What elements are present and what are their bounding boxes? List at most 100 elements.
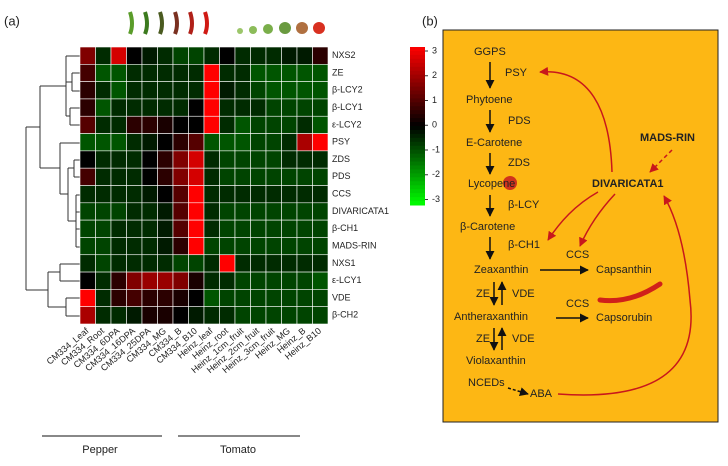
heatmap-cell xyxy=(110,81,127,100)
heatmap-cell xyxy=(95,237,112,256)
heatmap-cell xyxy=(312,271,329,290)
colorbar-step xyxy=(410,153,425,159)
heatmap-cell xyxy=(79,289,96,307)
row-label: ZDS xyxy=(332,154,350,164)
heatmap-cell xyxy=(250,185,267,204)
heatmap-cell xyxy=(265,185,282,204)
heatmap-cell xyxy=(203,46,220,65)
row-label: PSY xyxy=(332,137,350,147)
heatmap-cell xyxy=(110,219,127,238)
heatmap-cell xyxy=(188,271,205,290)
heatmap-cell xyxy=(172,46,189,65)
heatmap-cell xyxy=(188,150,205,169)
heatmap-cell xyxy=(219,219,236,238)
heatmap-cell xyxy=(219,306,236,325)
heatmap-cell xyxy=(172,289,189,307)
row-label: ε-LCY2 xyxy=(332,119,362,129)
pathway-node: Capsorubin xyxy=(596,312,652,324)
pathway-node: CCS xyxy=(566,298,589,310)
heatmap-cell xyxy=(234,64,251,82)
heatmap-cell xyxy=(296,306,313,325)
heatmap-cell xyxy=(172,219,189,238)
heatmap-cell xyxy=(219,185,236,204)
heatmap-cell xyxy=(296,81,313,100)
heatmap-cell xyxy=(79,271,96,290)
heatmap-cell xyxy=(219,98,236,117)
heatmap-cell xyxy=(203,289,220,307)
colorbar-step xyxy=(410,118,425,123)
heatmap-cell xyxy=(265,237,282,256)
row-label: β-CH1 xyxy=(332,223,358,233)
heatmap-cell xyxy=(110,237,127,256)
heatmap-cell xyxy=(296,98,313,117)
heatmap-cell xyxy=(312,133,329,152)
heatmap-cell xyxy=(296,254,313,273)
heatmap-cell xyxy=(95,98,112,117)
heatmap-cell xyxy=(219,271,236,290)
heatmap-cell xyxy=(126,219,143,238)
heatmap-cell xyxy=(281,254,298,273)
heatmap-cell xyxy=(188,202,205,221)
colorbar-step xyxy=(410,90,425,95)
heatmap-cell xyxy=(157,271,174,290)
panel-label: (b) xyxy=(422,13,438,28)
heatmap-cell xyxy=(281,133,298,152)
heatmap-cell xyxy=(110,185,127,204)
heatmap-cell xyxy=(219,46,236,65)
heatmap-cell xyxy=(234,306,251,325)
heatmap-cell xyxy=(141,219,158,238)
heatmap-cell xyxy=(172,306,189,325)
colorbar-step xyxy=(410,141,425,147)
row-label: NXS1 xyxy=(332,258,356,268)
pathway-node: CCS xyxy=(566,249,589,261)
heatmap-cell xyxy=(188,237,205,256)
colorbar-step xyxy=(410,82,425,87)
heatmap-cell xyxy=(234,237,251,256)
heatmap-cell xyxy=(296,64,313,82)
heatmap-cell xyxy=(141,115,158,134)
heatmap-cell xyxy=(141,306,158,325)
heatmap-cell xyxy=(141,150,158,169)
colorbar-step xyxy=(410,161,425,166)
heatmap-cell xyxy=(126,98,143,117)
colorbar-step xyxy=(410,149,425,155)
heatmap-cell xyxy=(250,150,267,169)
heatmap-cell xyxy=(141,237,158,256)
heatmap-cell xyxy=(172,64,189,82)
pathway-node: ZE xyxy=(476,288,490,300)
tomato-icon xyxy=(503,176,517,190)
heatmap-cell xyxy=(126,185,143,204)
heatmap-cell xyxy=(157,254,174,273)
heatmap-cell xyxy=(79,81,96,100)
heatmap-cell xyxy=(79,167,96,186)
heatmap-cell xyxy=(203,306,220,325)
heatmap-cell xyxy=(95,254,112,273)
heatmap-cell xyxy=(203,254,220,273)
heatmap-cell xyxy=(281,64,298,82)
heatmap-cell xyxy=(219,237,236,256)
heatmap-cell xyxy=(172,254,189,273)
heatmap-cell xyxy=(126,254,143,273)
heatmap-cell xyxy=(79,64,96,82)
heatmap-cell xyxy=(172,185,189,204)
heatmap-cell xyxy=(95,115,112,134)
pathway-node: Lycopene xyxy=(468,178,515,190)
heatmap-cell xyxy=(157,133,174,152)
heatmap-cell xyxy=(265,306,282,325)
heatmap-cell xyxy=(188,115,205,134)
colorbar-step xyxy=(410,70,425,76)
heatmap-cell xyxy=(265,167,282,186)
heatmap-cell xyxy=(203,271,220,290)
heatmap-cell xyxy=(188,98,205,117)
heatmap-cell xyxy=(296,133,313,152)
heatmap-cell xyxy=(95,219,112,238)
heatmap-cell xyxy=(312,64,329,82)
heatmap-cell xyxy=(172,115,189,134)
heatmap-cell xyxy=(265,219,282,238)
heatmap-cell xyxy=(172,150,189,169)
heatmap-cell xyxy=(234,98,251,117)
heatmap-cell xyxy=(110,150,127,169)
colorbar-step xyxy=(410,78,425,84)
heatmap-cell xyxy=(203,185,220,204)
